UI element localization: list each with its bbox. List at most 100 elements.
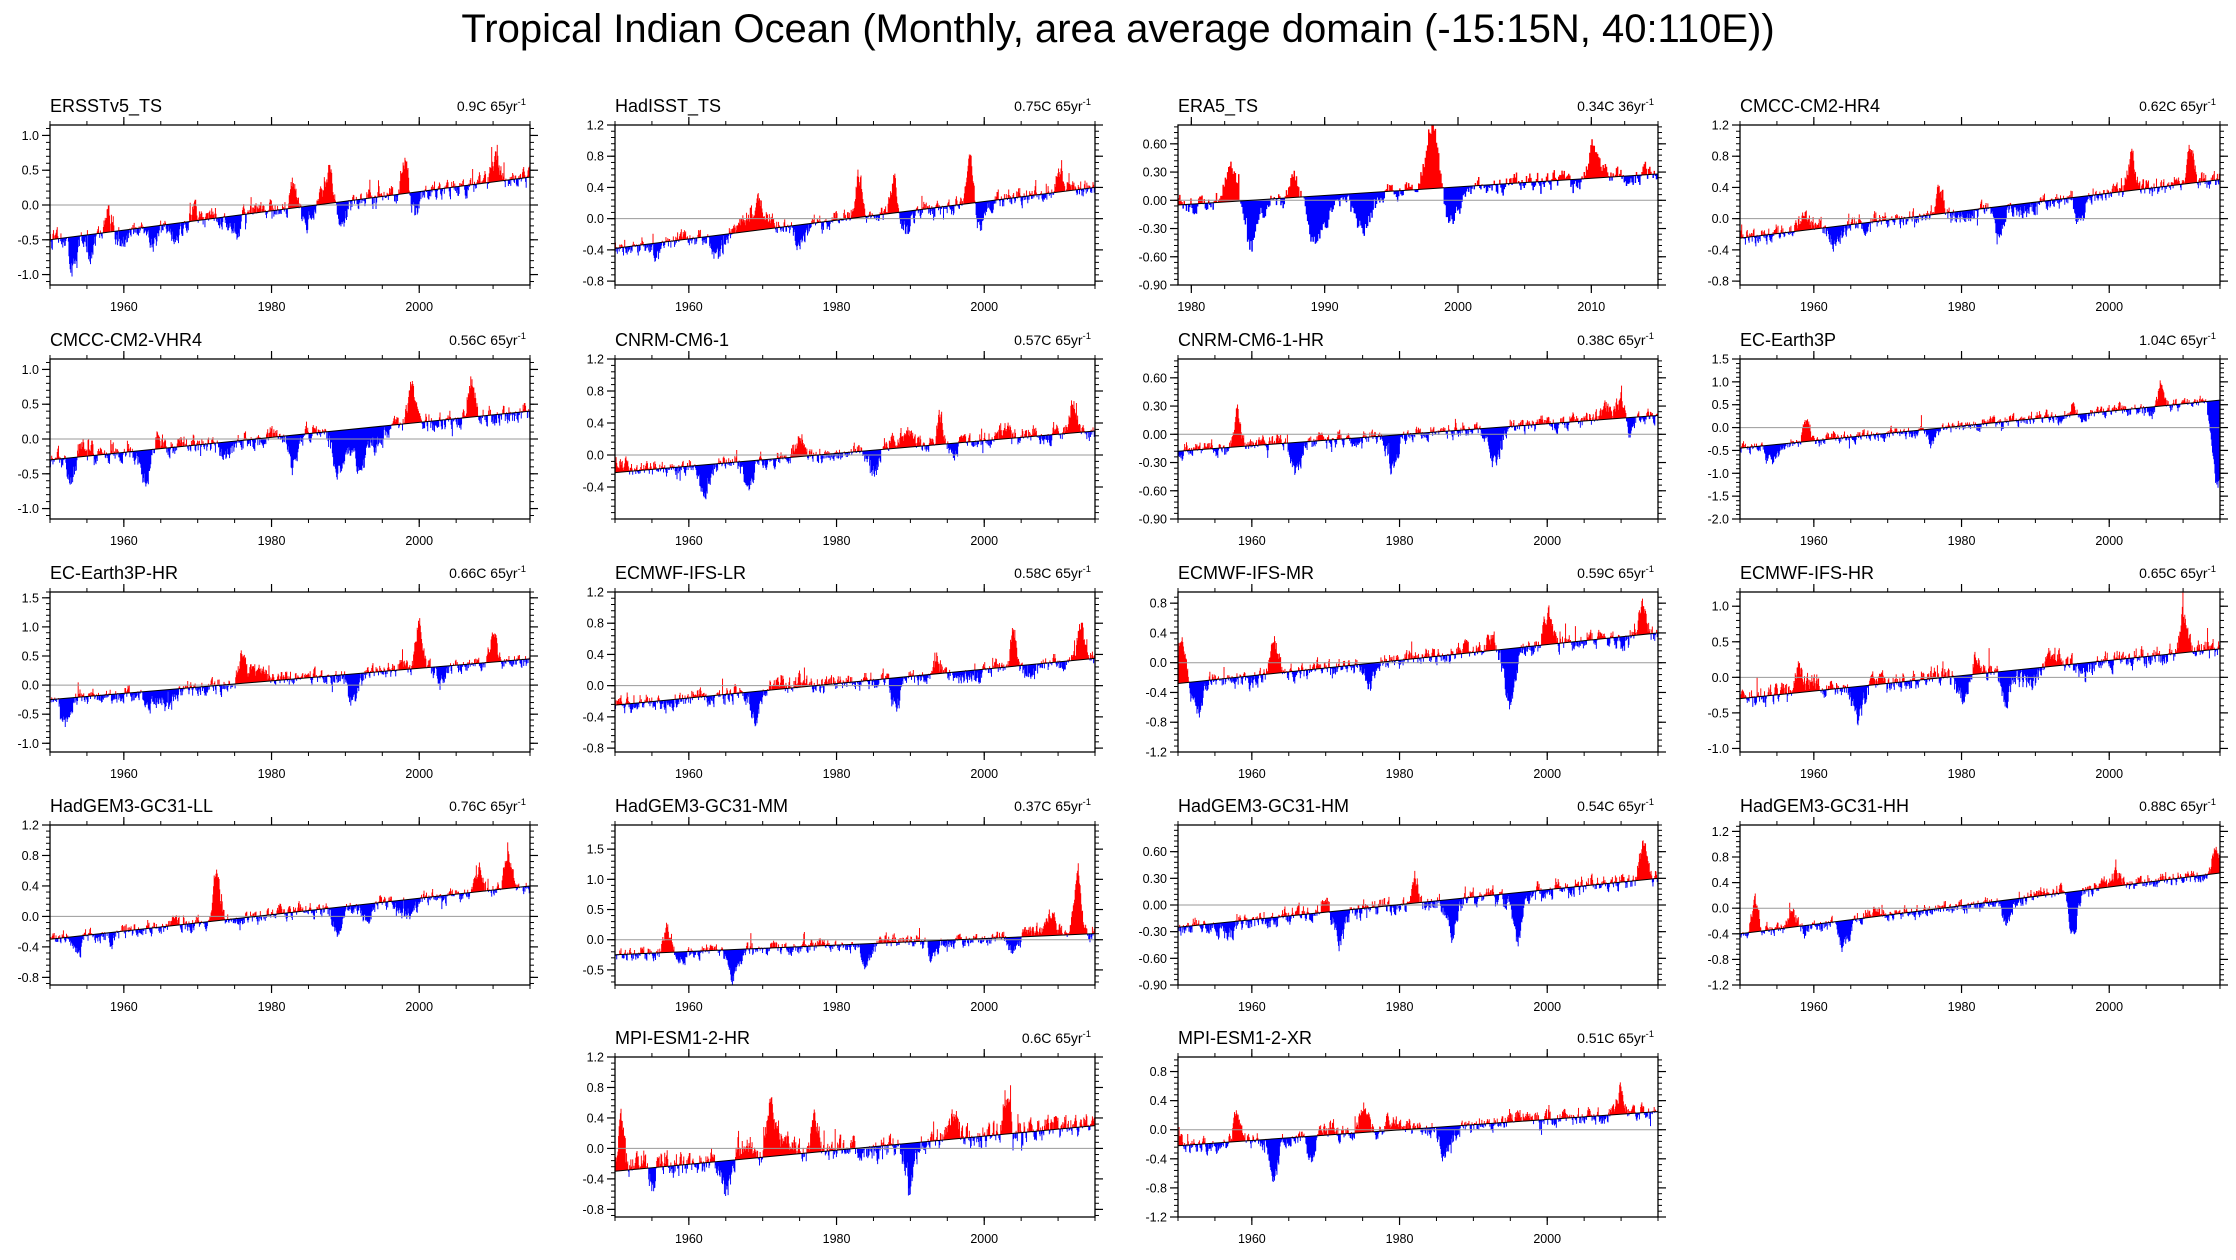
y-tick-label: 0.0	[22, 199, 39, 213]
positive-bars	[615, 622, 1095, 706]
trend-label: 0.56C 65yr-1	[449, 331, 526, 348]
trend-label: 0.66C 65yr-1	[449, 564, 526, 581]
y-tick-label: 1.0	[22, 129, 39, 143]
x-tick-label: 1980	[258, 534, 286, 548]
positive-bars	[1178, 1082, 1659, 1146]
y-tick-label: 0.0	[1150, 656, 1167, 670]
positive-bars	[1179, 840, 1658, 928]
positive-bars	[50, 144, 531, 240]
plot-frame	[1739, 591, 2221, 753]
plot-frame	[614, 1056, 1096, 1218]
y-tick-label: -0.5	[1707, 706, 1729, 720]
panel-title: HadGEM3-GC31-MM	[615, 796, 788, 816]
trend-label: 0.54C 65yr-1	[1577, 797, 1654, 814]
panel-14: HadGEM3-GC31-MM 0.37C 65yr-1 -0.5 0.0 0.5 1.0…	[582, 796, 1103, 1014]
panel-17: MPI-ESM1-2-HR 0.6C 65yr-1 -0.8 -0.4 0.0 0.4 0.…	[582, 1028, 1103, 1246]
x-tick-label: 1980	[1948, 534, 1976, 548]
x-tick-label: 1980	[258, 300, 286, 314]
panel-title: HadISST_TS	[615, 96, 721, 117]
y-tick-label: -0.5	[582, 963, 604, 977]
y-tick-label: -0.8	[1145, 1181, 1167, 1195]
negative-bars	[50, 411, 531, 487]
y-tick-label: 0.8	[1712, 150, 1729, 164]
x-tick-label: 1960	[110, 300, 138, 314]
trend-line	[1177, 877, 1659, 928]
x-tick-label: 1980	[1177, 300, 1205, 314]
negative-bars	[1743, 179, 2221, 252]
y-tick-label: 0.4	[587, 648, 604, 662]
positive-bars	[50, 618, 530, 700]
panel-title: ECMWF-IFS-HR	[1740, 563, 1874, 583]
y-tick-label: 0.4	[1150, 626, 1167, 640]
positive-bars	[1740, 592, 2220, 699]
trend-line	[1177, 173, 1659, 206]
y-tick-label: 0.5	[22, 650, 39, 664]
positive-bars	[615, 154, 1096, 249]
positive-bars	[50, 842, 527, 940]
y-tick-label: 1.0	[22, 363, 39, 377]
y-tick-label: 0.5	[22, 398, 39, 412]
positive-bars	[1178, 598, 1659, 684]
trend-line	[614, 186, 1096, 249]
trend-label: 0.88C 65yr-1	[2139, 797, 2216, 814]
y-tick-label: -0.4	[582, 481, 604, 495]
y-tick-label: 1.0	[1712, 375, 1729, 389]
x-tick-label: 2000	[1444, 300, 1472, 314]
y-tick-label: -0.60	[1139, 250, 1168, 264]
y-tick-label: -0.4	[1145, 1152, 1167, 1166]
y-tick-label: 0.0	[1712, 902, 1729, 916]
x-tick-label: 1960	[1800, 1000, 1828, 1014]
y-tick-label: -0.90	[1139, 513, 1168, 527]
positive-bars	[1183, 385, 1658, 451]
panel-title: MPI-ESM1-2-HR	[615, 1028, 750, 1048]
negative-bars	[627, 1125, 1096, 1196]
y-tick-label: 0.8	[587, 150, 604, 164]
x-tick-label: 1960	[110, 1000, 138, 1014]
plot-frame	[614, 591, 1096, 753]
y-tick-label: -0.4	[582, 243, 604, 257]
y-tick-label: 0.00	[1143, 899, 1167, 913]
y-tick-label: 1.2	[1712, 119, 1729, 133]
x-tick-label: 1980	[823, 300, 851, 314]
positive-bars	[615, 400, 1096, 473]
x-tick-label: 2010	[1577, 300, 1605, 314]
y-tick-label: 1.2	[587, 119, 604, 133]
x-tick-label: 1960	[1238, 767, 1266, 781]
negative-bars	[615, 933, 1094, 985]
x-tick-label: 1980	[258, 767, 286, 781]
trend-label: 0.65C 65yr-1	[2139, 564, 2216, 581]
y-tick-label: 0.4	[1712, 181, 1729, 195]
y-tick-label: -1.5	[1707, 490, 1729, 504]
panel-8: EC-Earth3P 1.04C 65yr-1 -2.0 -1.5 -1.0 -0.5 0.…	[1707, 330, 2228, 548]
y-tick-label: -1.0	[17, 268, 39, 282]
y-tick-label: -2.0	[1707, 513, 1729, 527]
y-tick-label: 0.0	[22, 910, 39, 924]
panel-13: HadGEM3-GC31-LL 0.76C 65yr-1 -0.8 -0.4 0.0 0.…	[17, 796, 538, 1014]
negative-bars	[1740, 874, 2209, 952]
y-tick-label: -0.5	[1707, 444, 1729, 458]
y-tick-label: 0.0	[587, 449, 604, 463]
plot-frame	[1739, 824, 2221, 986]
panel-16: HadGEM3-GC31-HH 0.88C 65yr-1 -1.2 -0.8 -0.4 0…	[1707, 796, 2228, 1014]
y-tick-label: -0.5	[17, 233, 39, 247]
trend-label: 0.6C 65yr-1	[1022, 1029, 1091, 1046]
y-tick-label: -0.8	[1145, 716, 1167, 730]
y-tick-label: 0.60	[1143, 137, 1167, 151]
y-tick-label: -0.5	[17, 708, 39, 722]
trend-label: 0.37C 65yr-1	[1014, 797, 1091, 814]
y-tick-label: 0.00	[1143, 428, 1167, 442]
x-tick-label: 1980	[823, 1232, 851, 1246]
panel-title: CNRM-CM6-1	[615, 330, 729, 350]
positive-bars	[1741, 846, 2221, 934]
x-tick-label: 1960	[1800, 767, 1828, 781]
y-tick-label: 0.8	[1150, 597, 1167, 611]
x-tick-label: 2000	[405, 1000, 433, 1014]
trend-line	[49, 658, 531, 701]
panel-3: ERA5_TS 0.34C 36yr-1 -0.90 -0.60 -0.30 0.00 0.…	[1139, 96, 1666, 314]
y-tick-label: 0.0	[1712, 421, 1729, 435]
y-tick-label: 0.0	[22, 433, 39, 447]
y-tick-label: -0.8	[582, 1203, 604, 1217]
trend-line	[1177, 414, 1659, 452]
plot-frame	[49, 824, 531, 986]
y-tick-label: 1.2	[587, 586, 604, 600]
